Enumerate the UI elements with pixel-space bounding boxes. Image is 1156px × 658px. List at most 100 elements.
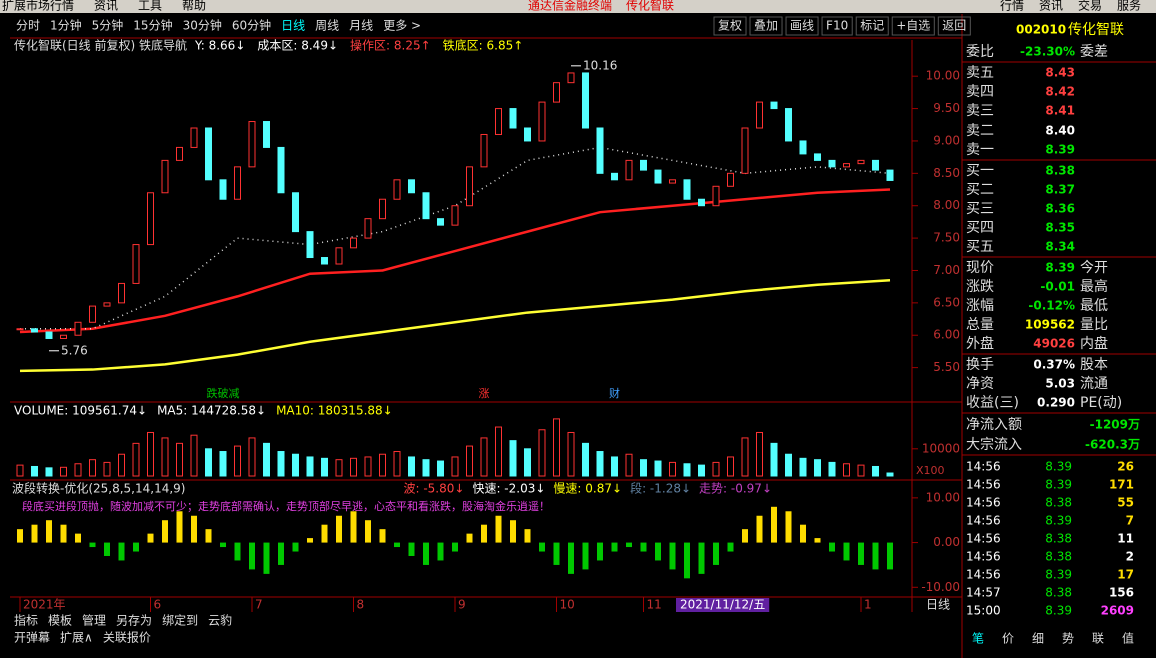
moving-average [19,278,891,373]
candle [16,328,24,331]
candle [596,127,604,174]
volume-bar [16,464,24,477]
bottom-button[interactable]: 关联报价 [103,630,151,645]
candle [698,198,705,207]
menu-button[interactable]: 服务 [1117,0,1141,13]
volume-bar [524,448,531,477]
toolbar-button[interactable]: 复权 [718,19,742,33]
volume-bar [132,442,140,477]
indicator-tab[interactable]: 绑定到 [162,613,198,628]
quote-value: 8.39 [1045,261,1075,275]
trade-price: 8.38 [1045,550,1072,564]
toolbar-button[interactable]: 叠加 [754,19,778,33]
volume-bar [205,448,212,477]
toolbar-button[interactable]: +自选 [896,19,930,33]
wave-bar [263,542,270,574]
trade-volume: 55 [1117,496,1134,510]
wave-bar [655,542,661,561]
quote-tab[interactable]: 细 [1032,632,1044,646]
wave-bar [698,542,705,574]
volume-bar [379,453,386,477]
indicator-note: 段底买进段顶抛，随波加减不可少；走势底部需确认，走势顶部尽早逃，心态平和看涨跌，… [22,499,550,513]
period-tab[interactable]: 周线 [315,19,339,33]
candle [306,231,314,259]
candle [466,166,473,207]
volume-bar [756,431,763,477]
menu-item[interactable]: 工具 [138,0,162,13]
quote-tab[interactable]: 势 [1062,632,1074,646]
indicator-tab[interactable]: 云豹 [208,613,232,628]
bottom-button[interactable]: 开弹幕 [14,631,50,645]
trade-price: 8.38 [1045,532,1072,546]
quote-tab[interactable]: 价 [1002,632,1014,646]
period-tab[interactable]: 更多 > [383,19,421,33]
x-tick-label: 6 [154,598,162,612]
volume-bar [176,442,183,477]
candle [741,127,749,174]
wave-bar [89,542,96,548]
toolbar-button[interactable]: F10 [826,19,848,33]
candle [205,127,212,181]
wave-bar [249,542,255,570]
menu-button[interactable]: 资讯 [1039,0,1063,13]
trade-volume: 2609 [1101,604,1134,618]
indicator-tab[interactable]: 管理 [82,613,106,628]
wave-bar [336,515,342,543]
toolbar-button[interactable]: 画线 [790,19,814,33]
wave-bar [321,524,328,543]
trade-volume: 26 [1117,460,1134,474]
menu-button[interactable]: 行情 [1000,0,1024,13]
quote-label: 买一 [966,163,994,179]
bottom-button[interactable]: 扩展∧ [60,631,93,645]
button-frame [713,16,747,36]
quote-tab[interactable]: 笔 [972,631,984,646]
indicator-tab[interactable]: 指标 [14,613,38,628]
y-tick-label: 10.00 [926,69,960,83]
wave-bar [118,542,125,561]
wave-bar [176,511,183,543]
menu-item[interactable]: 扩展市场行情 [2,0,74,13]
toolbar-button[interactable]: 标记 [860,19,884,33]
period-tab[interactable]: 月线 [349,19,373,33]
indicator-tab[interactable]: 另存为 [116,614,152,628]
volume-bar [31,465,38,477]
volume-bar [538,429,546,477]
period-tab[interactable]: 1分钟 [50,18,82,33]
quote-label: 涨幅 [966,298,994,314]
candle [379,198,386,220]
period-tab[interactable]: 日线 [281,19,305,33]
y-tick-label: -10.00 [921,580,960,594]
quote-value: 8.43 [1045,66,1075,80]
period-tab[interactable]: 30分钟 [183,18,222,33]
candle [45,331,53,339]
period-tab[interactable]: 分时 [16,19,40,33]
period-tab[interactable]: 5分钟 [92,18,124,33]
cursor-date-box [676,598,770,612]
candle [234,166,241,200]
menu-item[interactable]: 帮助 [182,0,206,13]
period-tab[interactable]: 15分钟 [133,18,172,33]
toolbar-button[interactable]: 返回 [942,19,966,33]
x-tick-label: 1 [864,598,872,612]
quote-label: 委比 [966,44,994,60]
quote-value: 8.38 [1045,164,1075,178]
period-tab[interactable]: 60分钟 [232,18,271,33]
y-tick-label: 5.50 [933,360,960,374]
stock-name: 传化智联 [1068,22,1124,38]
candle [828,159,836,168]
volume-bar [466,445,473,477]
wave-bar [423,542,429,565]
candle [350,237,357,249]
quote-tab[interactable]: 联 [1092,632,1104,646]
wave-bar [437,542,444,561]
trade-price: 8.39 [1045,568,1072,582]
menu-button[interactable]: 交易 [1078,0,1102,13]
moving-average [19,188,891,334]
quote-value: 8.41 [1045,104,1075,118]
volume-bar [234,445,241,477]
quote-tab[interactable]: 值 [1122,631,1134,646]
indicator-tab[interactable]: 模板 [48,614,72,628]
menu-item[interactable]: 资讯 [94,0,118,13]
